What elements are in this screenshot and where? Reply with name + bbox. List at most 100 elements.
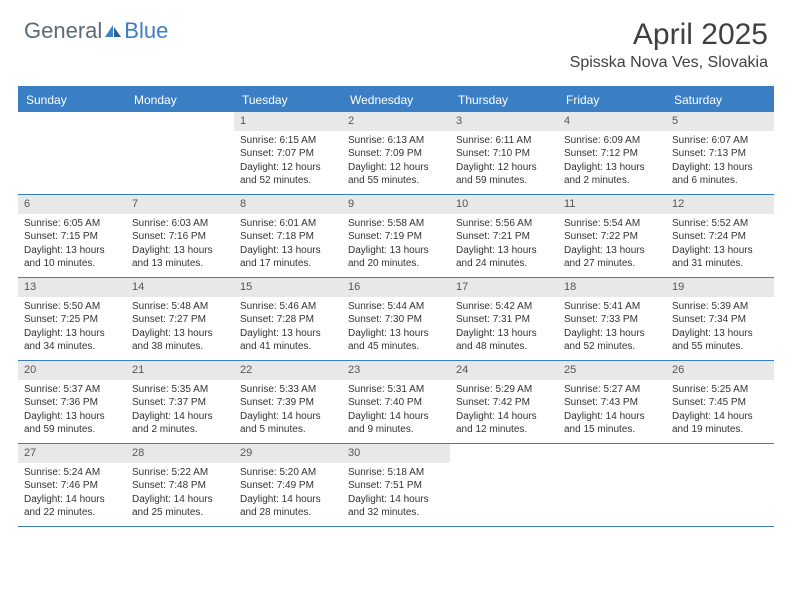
day-number: 19 xyxy=(666,278,774,297)
daylight-text: Daylight: 14 hours and 19 minutes. xyxy=(672,410,768,437)
day-number: 27 xyxy=(18,444,126,463)
day-cell: 24 Sunrise: 5:29 AMSunset: 7:42 PMDayligh… xyxy=(450,361,558,443)
day-number: 9 xyxy=(342,195,450,214)
week-row: 1 Sunrise: 6:15 AMSunset: 7:07 PMDaylight… xyxy=(18,112,774,195)
day-number: 16 xyxy=(342,278,450,297)
daylight-text: Daylight: 13 hours and 38 minutes. xyxy=(132,327,228,354)
day-cell: 26Sunrise: 5:25 AMSunset: 7:45 PMDayligh… xyxy=(666,361,774,443)
daylight-text: Daylight: 13 hours and 13 minutes. xyxy=(132,244,228,271)
day-number: 6 xyxy=(18,195,126,214)
weekday-header: Wednesday xyxy=(342,88,450,112)
day-number xyxy=(666,444,774,448)
sunset-text: Sunset: 7:10 PM xyxy=(456,147,552,161)
day-cell xyxy=(666,444,774,526)
day-content: Sunrise: 5:52 AMSunset: 7:24 PMDaylight:… xyxy=(666,217,774,271)
day-cell: 17Sunrise: 5:42 AMSunset: 7:31 PMDayligh… xyxy=(450,278,558,360)
day-number xyxy=(126,112,234,116)
daylight-text: Daylight: 13 hours and 34 minutes. xyxy=(24,327,120,354)
daylight-text: Daylight: 14 hours and 2 minutes. xyxy=(132,410,228,437)
sunset-text: Sunset: 7:36 PM xyxy=(24,396,120,410)
weeks-container: 1 Sunrise: 6:15 AMSunset: 7:07 PMDaylight… xyxy=(18,112,774,527)
daylight-text: Daylight: 14 hours and 5 minutes. xyxy=(240,410,336,437)
daylight-text: Daylight: 14 hours and 25 minutes. xyxy=(132,493,228,520)
daylight-text: Daylight: 13 hours and 59 minutes. xyxy=(24,410,120,437)
day-number: 1 xyxy=(234,112,342,131)
day-content: Sunrise: 5:29 AMSunset: 7:42 PMDaylight:… xyxy=(450,383,558,437)
day-content: Sunrise: 5:24 AMSunset: 7:46 PMDaylight:… xyxy=(18,466,126,520)
day-cell: 29Sunrise: 5:20 AMSunset: 7:49 PMDayligh… xyxy=(234,444,342,526)
sunset-text: Sunset: 7:39 PM xyxy=(240,396,336,410)
day-content: Sunrise: 6:03 AMSunset: 7:16 PMDaylight:… xyxy=(126,217,234,271)
sunrise-text: Sunrise: 5:22 AM xyxy=(132,466,228,480)
sunrise-text: Sunrise: 5:50 AM xyxy=(24,300,120,314)
day-cell: 21Sunrise: 5:35 AMSunset: 7:37 PMDayligh… xyxy=(126,361,234,443)
day-cell: 9 Sunrise: 5:58 AMSunset: 7:19 PMDaylight… xyxy=(342,195,450,277)
sunrise-text: Sunrise: 5:35 AM xyxy=(132,383,228,397)
logo-text-general: General xyxy=(24,18,102,44)
day-cell: 6Sunrise: 6:05 AMSunset: 7:15 PMDaylight… xyxy=(18,195,126,277)
sunset-text: Sunset: 7:09 PM xyxy=(348,147,444,161)
day-number: 18 xyxy=(558,278,666,297)
day-cell: 27 Sunrise: 5:24 AMSunset: 7:46 PMDayligh… xyxy=(18,444,126,526)
sunrise-text: Sunrise: 5:18 AM xyxy=(348,466,444,480)
day-cell: 8 Sunrise: 6:01 AMSunset: 7:18 PMDaylight… xyxy=(234,195,342,277)
day-number: 22 xyxy=(234,361,342,380)
day-number: 26 xyxy=(666,361,774,380)
sunset-text: Sunset: 7:51 PM xyxy=(348,479,444,493)
day-number: 13 xyxy=(18,278,126,297)
sunrise-text: Sunrise: 5:33 AM xyxy=(240,383,336,397)
sunrise-text: Sunrise: 6:13 AM xyxy=(348,134,444,148)
logo: General Blue xyxy=(24,18,168,44)
daylight-text: Daylight: 13 hours and 52 minutes. xyxy=(564,327,660,354)
weekday-header: Monday xyxy=(126,88,234,112)
day-cell: 10Sunrise: 5:56 AMSunset: 7:21 PMDayligh… xyxy=(450,195,558,277)
day-content: Sunrise: 5:50 AMSunset: 7:25 PMDaylight:… xyxy=(18,300,126,354)
sunset-text: Sunset: 7:31 PM xyxy=(456,313,552,327)
day-cell: 1 Sunrise: 6:15 AMSunset: 7:07 PMDaylight… xyxy=(234,112,342,194)
daylight-text: Daylight: 13 hours and 31 minutes. xyxy=(672,244,768,271)
day-content: Sunrise: 5:39 AMSunset: 7:34 PMDaylight:… xyxy=(666,300,774,354)
day-number: 24 xyxy=(450,361,558,380)
day-cell: 4Sunrise: 6:09 AMSunset: 7:12 PMDaylight… xyxy=(558,112,666,194)
sunset-text: Sunset: 7:37 PM xyxy=(132,396,228,410)
sunset-text: Sunset: 7:30 PM xyxy=(348,313,444,327)
calendar: SundayMondayTuesdayWednesdayThursdayFrid… xyxy=(18,86,774,527)
sunrise-text: Sunrise: 5:39 AM xyxy=(672,300,768,314)
day-content: Sunrise: 5:54 AMSunset: 7:22 PMDaylight:… xyxy=(558,217,666,271)
daylight-text: Daylight: 14 hours and 28 minutes. xyxy=(240,493,336,520)
title-block: April 2025 Spisska Nova Ves, Slovakia xyxy=(570,18,768,72)
sunrise-text: Sunrise: 5:20 AM xyxy=(240,466,336,480)
day-cell: 3Sunrise: 6:11 AMSunset: 7:10 PMDaylight… xyxy=(450,112,558,194)
day-number: 14 xyxy=(126,278,234,297)
sunset-text: Sunset: 7:13 PM xyxy=(672,147,768,161)
day-content: Sunrise: 6:15 AMSunset: 7:07 PMDaylight:… xyxy=(234,134,342,188)
day-cell: 12Sunrise: 5:52 AMSunset: 7:24 PMDayligh… xyxy=(666,195,774,277)
sunset-text: Sunset: 7:16 PM xyxy=(132,230,228,244)
day-cell: 7Sunrise: 6:03 AMSunset: 7:16 PMDaylight… xyxy=(126,195,234,277)
daylight-text: Daylight: 13 hours and 41 minutes. xyxy=(240,327,336,354)
sunset-text: Sunset: 7:25 PM xyxy=(24,313,120,327)
day-content: Sunrise: 5:48 AMSunset: 7:27 PMDaylight:… xyxy=(126,300,234,354)
week-row: 20Sunrise: 5:37 AMSunset: 7:36 PMDayligh… xyxy=(18,361,774,444)
day-cell: 18Sunrise: 5:41 AMSunset: 7:33 PMDayligh… xyxy=(558,278,666,360)
day-content: Sunrise: 5:18 AMSunset: 7:51 PMDaylight:… xyxy=(342,466,450,520)
sunrise-text: Sunrise: 5:37 AM xyxy=(24,383,120,397)
sunrise-text: Sunrise: 5:58 AM xyxy=(348,217,444,231)
day-content: Sunrise: 5:58 AMSunset: 7:19 PMDaylight:… xyxy=(342,217,450,271)
sunset-text: Sunset: 7:28 PM xyxy=(240,313,336,327)
weekday-header: Friday xyxy=(558,88,666,112)
sunset-text: Sunset: 7:49 PM xyxy=(240,479,336,493)
sunrise-text: Sunrise: 5:27 AM xyxy=(564,383,660,397)
sunset-text: Sunset: 7:43 PM xyxy=(564,396,660,410)
day-content: Sunrise: 5:42 AMSunset: 7:31 PMDaylight:… xyxy=(450,300,558,354)
month-title: April 2025 xyxy=(570,18,768,52)
sunrise-text: Sunrise: 6:11 AM xyxy=(456,134,552,148)
day-number: 25 xyxy=(558,361,666,380)
daylight-text: Daylight: 12 hours and 55 minutes. xyxy=(348,161,444,188)
day-number: 20 xyxy=(18,361,126,380)
day-content: Sunrise: 6:01 AMSunset: 7:18 PMDaylight:… xyxy=(234,217,342,271)
day-cell: 28Sunrise: 5:22 AMSunset: 7:48 PMDayligh… xyxy=(126,444,234,526)
sunset-text: Sunset: 7:15 PM xyxy=(24,230,120,244)
day-number: 8 xyxy=(234,195,342,214)
sunrise-text: Sunrise: 6:09 AM xyxy=(564,134,660,148)
